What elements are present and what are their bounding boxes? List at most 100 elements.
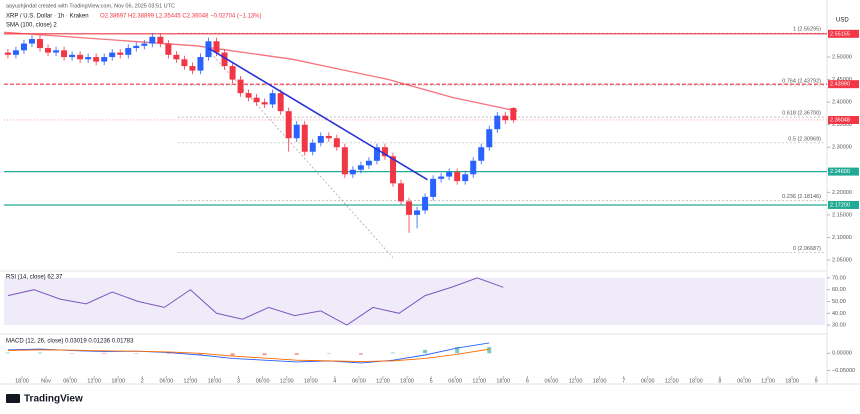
candle-body: [430, 178, 437, 197]
x-tick-label: 06:00: [448, 378, 462, 384]
fib-label: 0.618 (2.36700): [782, 110, 821, 116]
macd-histogram-bar: [38, 352, 43, 354]
y-tick-label: 2.15000: [832, 212, 852, 218]
candle-body: [269, 93, 276, 105]
candle-body: [277, 93, 284, 112]
x-tick-label: 18:00: [111, 378, 125, 384]
macd-tick-label: 0.00000: [832, 351, 852, 357]
candle-body: [438, 176, 445, 179]
x-tick-label: 2: [141, 378, 144, 384]
candle-body: [285, 111, 292, 139]
price-level-box: [828, 80, 859, 89]
x-tick-label: 12:00: [761, 378, 775, 384]
x-tick-label: 12:00: [376, 378, 390, 384]
candle-body: [77, 54, 84, 60]
price-level-label: 2.24600: [830, 169, 850, 175]
x-tick-label: 12:00: [472, 378, 486, 384]
ohlc-header: O2.38697 H2.38899 L2.35445 C2.36048 −0.0…: [100, 14, 261, 20]
x-tick-label: 18:00: [15, 378, 29, 384]
price-level-box: [828, 200, 859, 209]
candle-body: [229, 66, 236, 80]
x-tick-label: 06:00: [63, 378, 77, 384]
rsi-tick-label: 60.00: [832, 287, 846, 293]
candle-body: [341, 147, 348, 175]
candle-body: [414, 210, 421, 215]
y-tick-label: 2.35000: [832, 122, 852, 128]
candle-body: [253, 97, 260, 103]
brand-logo: [6, 394, 20, 403]
y-tick-label: 2.20000: [832, 190, 852, 196]
candle-body: [101, 57, 108, 62]
x-tick-label: 18:00: [304, 378, 318, 384]
candle-body: [261, 102, 268, 105]
candle-body: [470, 160, 477, 175]
candle-body: [69, 54, 76, 58]
candle-body: [373, 147, 380, 161]
chart-title: XRP / U.S. Dollar · 1h · Kraken: [6, 14, 89, 20]
last-price-box: [828, 115, 859, 124]
candle-body: [406, 201, 413, 215]
candle-body: [213, 41, 220, 53]
last-price-label: 2.36048: [830, 117, 850, 123]
candle-body: [37, 39, 44, 49]
candle-body: [245, 93, 252, 98]
candle-body: [117, 52, 124, 55]
brand-name: TradingView: [24, 394, 83, 405]
candle-body: [189, 66, 196, 71]
macd-histogram-bar: [198, 353, 203, 355]
candle-body: [486, 129, 493, 148]
candle-body: [454, 172, 461, 182]
candle-body: [309, 142, 316, 152]
candle-body: [510, 108, 517, 121]
macd-histogram-bar: [358, 353, 363, 355]
x-tick-label: 12:00: [184, 378, 198, 384]
y-tick-label: 2.05000: [832, 257, 852, 263]
x-tick-label: 18:00: [208, 378, 222, 384]
y-tick-label: 2.45000: [832, 77, 852, 83]
fib-label: 0.236 (2.18146): [782, 194, 821, 200]
y-tick-label: 2.10000: [832, 235, 852, 241]
y-tick-label: 2.50000: [832, 55, 852, 61]
price-level-box: [828, 29, 859, 38]
candle-body: [12, 50, 19, 55]
x-tick-label: 7: [622, 378, 625, 384]
price-level-label: 2.55155: [830, 31, 850, 37]
candle-body: [221, 52, 228, 67]
macd-histogram-bar: [70, 353, 75, 354]
candle-body: [125, 48, 132, 55]
candle-body: [165, 43, 172, 55]
x-tick-label: 3: [237, 378, 240, 384]
x-tick-label: 18:00: [496, 378, 510, 384]
price-level-label: 2.43990: [830, 82, 850, 88]
rsi-band: [3, 277, 825, 326]
candle-body: [93, 57, 100, 62]
candle-body: [478, 147, 485, 161]
x-tick-label: 8: [718, 378, 721, 384]
macd-histogram-bar: [390, 352, 395, 354]
y-tick-label: 2.40000: [832, 100, 852, 106]
x-tick-label: 18:00: [785, 378, 799, 384]
macd-histogram-bar: [134, 353, 139, 354]
macd-histogram-bar: [487, 347, 492, 354]
x-tick-label: 9: [815, 378, 818, 384]
macd-histogram-bar: [423, 349, 428, 354]
rsi-tick-label: 30.00: [832, 323, 846, 329]
candle-body: [85, 57, 92, 60]
candle-body: [333, 138, 340, 148]
candle-body: [28, 39, 35, 44]
price-level-box: [828, 167, 859, 176]
candle-body: [365, 160, 372, 166]
macd-histogram-bar: [294, 353, 299, 355]
fib-label: 0.764 (2.43792): [782, 79, 821, 85]
x-tick-label: 06:00: [256, 378, 270, 384]
candle-body: [446, 172, 453, 177]
candle-body: [293, 124, 300, 139]
x-tick-label: 18:00: [400, 378, 414, 384]
trend-line: [208, 47, 428, 181]
macd-histogram-bar: [230, 353, 235, 356]
x-tick-label: 12:00: [87, 378, 101, 384]
currency: USD: [836, 18, 849, 24]
macd-histogram-bar: [326, 353, 331, 354]
x-tick-label: 18:00: [593, 378, 607, 384]
